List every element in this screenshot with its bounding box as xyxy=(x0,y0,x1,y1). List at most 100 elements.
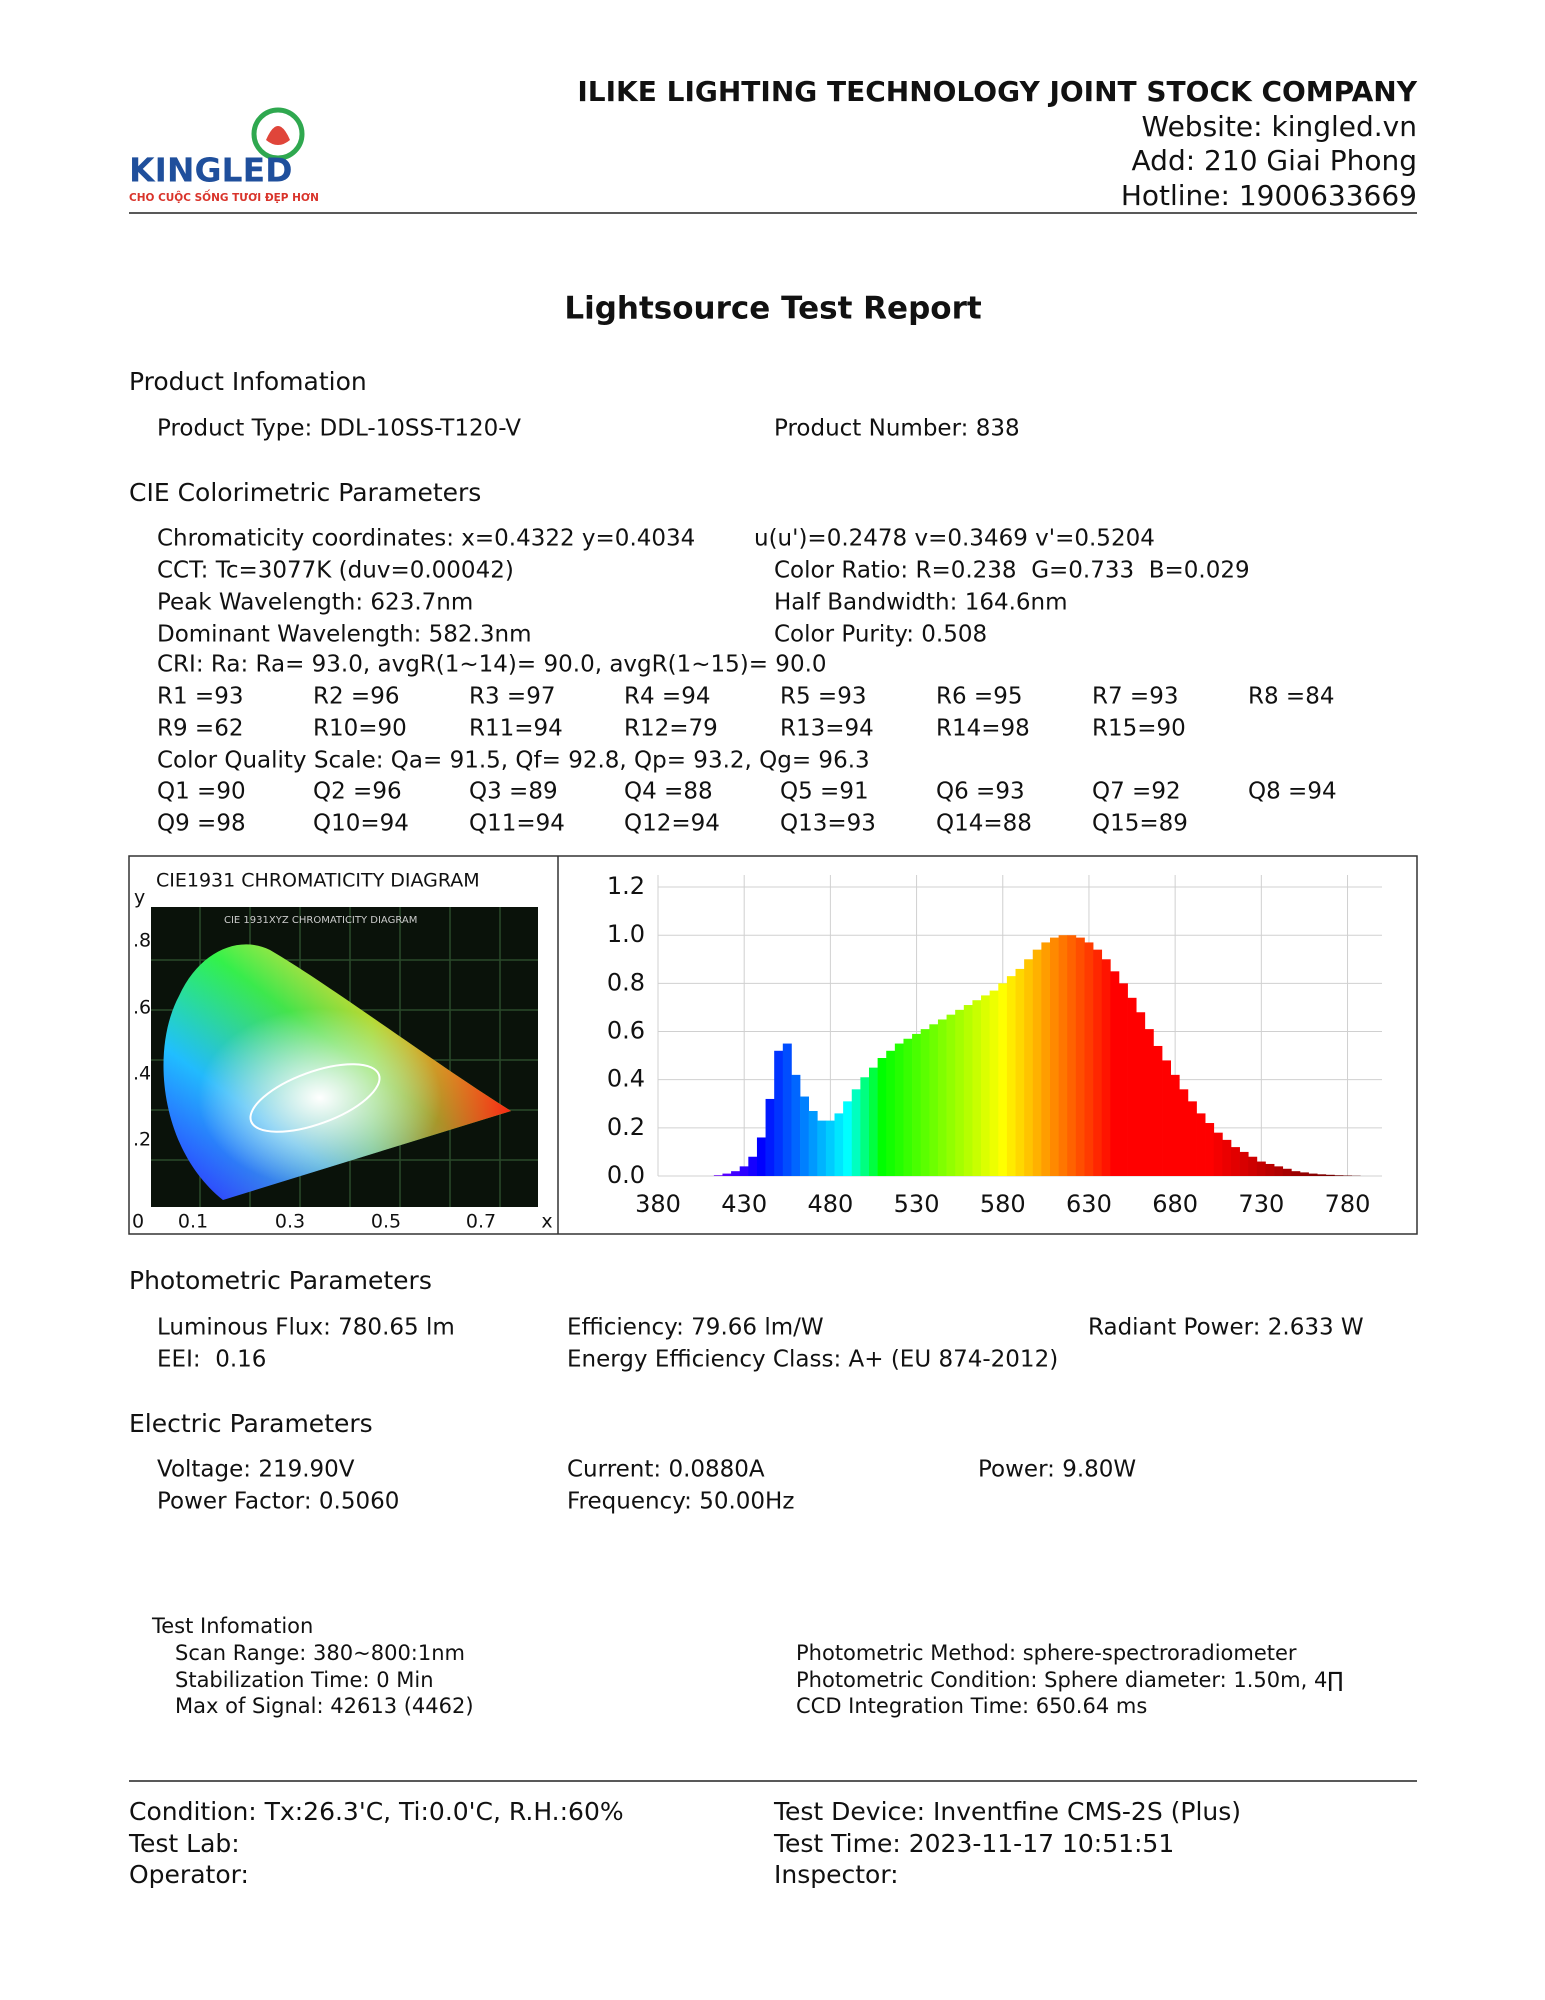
spectrum-bar xyxy=(1110,971,1120,1176)
spectrum-bar xyxy=(808,1110,818,1176)
field-text: R1 =93 xyxy=(157,684,243,710)
x-tick-label: 430 xyxy=(721,1190,767,1218)
cie-x-label: x xyxy=(541,1211,552,1233)
spectrum-bar xyxy=(894,1043,904,1176)
cie-x-tick: 0.7 xyxy=(466,1211,496,1233)
field-text: Voltage: 219.90V xyxy=(157,1457,355,1483)
field-text: R10=90 xyxy=(313,716,407,742)
spectrum-bar xyxy=(774,1050,784,1176)
field-text: R9 =62 xyxy=(157,716,243,742)
spectrum-bar xyxy=(1024,959,1034,1176)
field-text: Scan Range: 380~800:1nm xyxy=(175,1641,465,1665)
spectrum-bar xyxy=(963,1005,973,1176)
field-text: Photometric Condition: Sphere diameter: … xyxy=(796,1668,1343,1692)
x-tick-label: 680 xyxy=(1152,1190,1198,1218)
field-text: Half Bandwidth: 164.6nm xyxy=(774,590,1068,616)
field-text: CRI: Ra: Ra= 93.0, avgR(1~14)= 90.0, avg… xyxy=(157,652,827,678)
website: Website: kingled.vn xyxy=(1142,110,1417,143)
spectrum-bar xyxy=(1084,942,1094,1176)
field-text: Efficiency: 79.66 lm/W xyxy=(567,1315,824,1341)
field-text: Inspector: xyxy=(774,1860,899,1889)
cie-white-point xyxy=(163,944,511,1200)
cie-y-tick: .8 xyxy=(133,930,151,952)
field-text: Stabilization Time: 0 Min xyxy=(175,1668,434,1692)
cie-inner-title: CIE 1931XYZ CHROMATICITY DIAGRAM xyxy=(224,915,417,926)
spectrum-bar xyxy=(825,1120,835,1176)
spectrum-bar xyxy=(1299,1172,1309,1176)
cie-x-tick: 0 xyxy=(132,1211,144,1233)
spectrum-bar xyxy=(1101,959,1111,1176)
spectrum-bar xyxy=(1282,1168,1292,1176)
address: Add: 210 Giai Phong xyxy=(1132,144,1417,177)
spectrum-bar xyxy=(782,1043,792,1176)
spectrum-bar xyxy=(756,1137,766,1176)
field-text: Condition: Tx:26.3'C, Ti:0.0'C, R.H.:60% xyxy=(129,1797,624,1826)
spectrum-bar xyxy=(1213,1132,1223,1176)
field-text: Color Quality Scale: Qa= 91.5, Qf= 92.8,… xyxy=(157,748,870,774)
field-text: Q8 =94 xyxy=(1248,779,1337,805)
field-text: Chromaticity coordinates: x=0.4322 y=0.4… xyxy=(157,526,695,552)
spectrum-bar xyxy=(998,983,1008,1176)
spectrum-bar xyxy=(843,1101,853,1176)
spectrum-bar xyxy=(1067,935,1077,1176)
spectrum-bar xyxy=(1187,1101,1197,1176)
spectrum-bar xyxy=(1170,1074,1180,1176)
cie-diagram xyxy=(151,907,538,1207)
field-text: Q3 =89 xyxy=(469,779,558,805)
field-text: Color Purity: 0.508 xyxy=(774,622,987,648)
spectrum-bar xyxy=(1144,1029,1154,1176)
field-text: Frequency: 50.00Hz xyxy=(567,1489,794,1515)
y-tick-label: 0.4 xyxy=(607,1065,645,1093)
field-text: Peak Wavelength: 623.7nm xyxy=(157,590,473,616)
y-tick-label: 0.8 xyxy=(607,968,645,996)
spectrum-bar xyxy=(1041,942,1051,1176)
field-text: Photometric Method: sphere-spectroradiom… xyxy=(796,1641,1297,1665)
field-text: R15=90 xyxy=(1092,716,1186,742)
x-tick-label: 480 xyxy=(807,1190,853,1218)
field-text: Test Time: 2023-11-17 10:51:51 xyxy=(773,1829,1174,1858)
spectrum-bar xyxy=(912,1033,922,1176)
spectrum-bar xyxy=(1291,1171,1301,1176)
company-name: ILIKE LIGHTING TECHNOLOGY JOINT STOCK CO… xyxy=(577,75,1417,108)
section-heading: CIE Colorimetric Parameters xyxy=(129,478,481,507)
spectrum-bar xyxy=(1239,1151,1249,1176)
logo-slogan: CHO CUỘC SỐNG TƯƠI ĐẸP HƠN xyxy=(129,189,319,204)
spectrum-bar xyxy=(1075,937,1085,1176)
field-text: Dominant Wavelength: 582.3nm xyxy=(157,622,531,648)
y-tick-label: 0.0 xyxy=(607,1161,645,1189)
y-tick-label: 1.0 xyxy=(607,920,645,948)
spectrum-bar xyxy=(1308,1173,1318,1176)
spectrum-bar xyxy=(1317,1174,1327,1176)
x-tick-label: 380 xyxy=(635,1190,681,1218)
chart-frame xyxy=(128,855,1418,1235)
spectrum-bar xyxy=(834,1113,844,1176)
spectrum-bar xyxy=(955,1009,965,1176)
field-text: Color Ratio: R=0.238 G=0.733 B=0.029 xyxy=(774,558,1250,584)
field-text: R5 =93 xyxy=(780,684,866,710)
field-text: Current: 0.0880A xyxy=(567,1457,765,1483)
spectrum-bar xyxy=(817,1120,827,1176)
cie-y-tick: .2 xyxy=(133,1129,151,1151)
spectrum-bar xyxy=(1058,935,1068,1176)
section-heading: Photometric Parameters xyxy=(129,1266,432,1295)
spectrum-bar xyxy=(929,1024,939,1176)
spectrum-bar xyxy=(800,1096,810,1176)
spectrum-bar xyxy=(1049,937,1059,1176)
field-text: u(u')=0.2478 v=0.3469 v'=0.5204 xyxy=(754,526,1155,552)
y-tick-label: 0.2 xyxy=(607,1113,645,1141)
spectrum-bar xyxy=(851,1089,861,1176)
spectrum-bar xyxy=(791,1074,801,1176)
hotline: Hotline: 1900633669 xyxy=(1121,179,1417,212)
cie-title: CIE1931 CHROMATICITY DIAGRAM xyxy=(156,870,480,892)
field-text: Energy Efficiency Class: A+ (EU 874-2012… xyxy=(567,1347,1058,1373)
spectrum-bar xyxy=(1248,1156,1258,1176)
field-text: Radiant Power: 2.633 W xyxy=(1088,1315,1364,1341)
field-text: R12=79 xyxy=(624,716,718,742)
field-text: Q9 =98 xyxy=(157,811,246,837)
field-text: Q13=93 xyxy=(780,811,876,837)
cie-x-tick: 0.3 xyxy=(275,1211,305,1233)
spectrum-bar xyxy=(1325,1174,1335,1176)
field-text: R11=94 xyxy=(469,716,563,742)
spectrum-bar xyxy=(1162,1060,1172,1176)
field-text: R13=94 xyxy=(780,716,874,742)
